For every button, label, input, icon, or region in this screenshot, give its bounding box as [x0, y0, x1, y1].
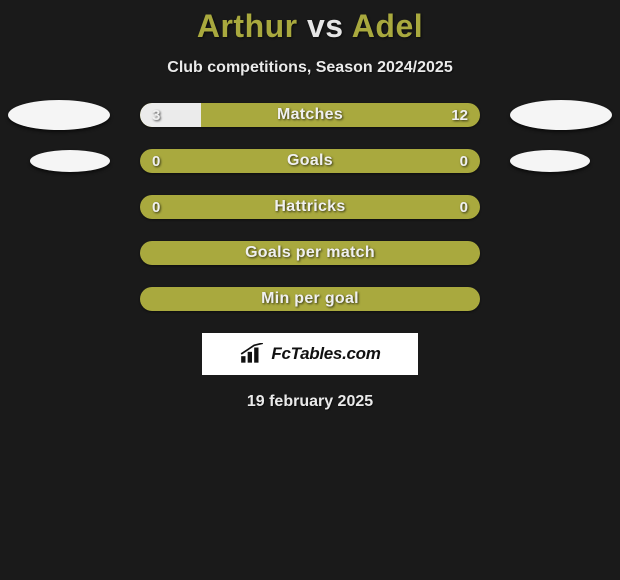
brand-text: FcTables.com: [271, 344, 380, 364]
player2-photo-placeholder: [510, 150, 590, 172]
widget-container: Arthur vs Adel Club competitions, Season…: [0, 0, 620, 411]
stat-bar: 0Goals0: [140, 149, 480, 173]
player1-photo-placeholder: [30, 150, 110, 172]
player2-photo-placeholder: [510, 100, 612, 130]
bar-chart-icon: [239, 343, 265, 365]
player1-photo-placeholder: [8, 100, 110, 130]
stat-label: Goals per match: [140, 244, 480, 262]
stat-label: Goals: [140, 152, 480, 170]
stat-label: Min per goal: [140, 290, 480, 308]
stat-bar: Min per goal: [140, 287, 480, 311]
subtitle: Club competitions, Season 2024/2025: [0, 59, 620, 77]
brand-logo[interactable]: FcTables.com: [202, 333, 418, 375]
player2-name: Adel: [352, 8, 423, 44]
stat-row: 0Hattricks0: [0, 195, 620, 219]
snapshot-date: 19 february 2025: [0, 393, 620, 411]
stat-bar: Goals per match: [140, 241, 480, 265]
stat-row: 3Matches12: [0, 103, 620, 127]
stat-bar: 0Hattricks0: [140, 195, 480, 219]
stat-label: Matches: [140, 106, 480, 124]
stat-row: Goals per match: [0, 241, 620, 265]
stats-list: 3Matches12 0Goals0 0Hattricks0 Goals per ma…: [0, 103, 620, 311]
stat-row: Min per goal: [0, 287, 620, 311]
vs-separator: vs: [307, 8, 344, 44]
comparison-title: Arthur vs Adel: [0, 8, 620, 45]
player1-name: Arthur: [197, 8, 298, 44]
stat-label: Hattricks: [140, 198, 480, 216]
stat-bar: 3Matches12: [140, 103, 480, 127]
stat-row: 0Goals0: [0, 149, 620, 173]
